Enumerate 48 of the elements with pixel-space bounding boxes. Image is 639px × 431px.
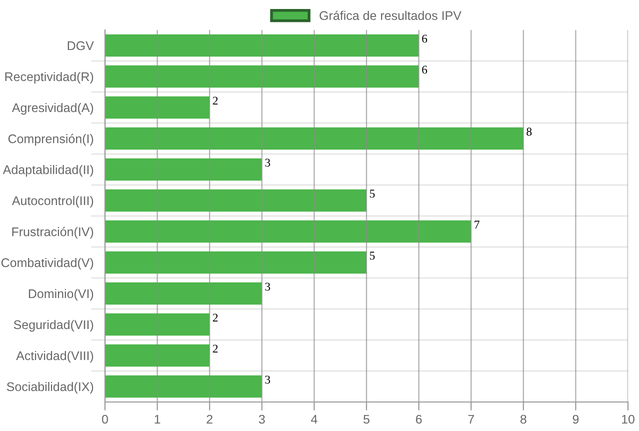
data-label: 3 <box>265 282 270 291</box>
data-label: 6 <box>422 34 428 43</box>
x-tick-label: 6 <box>416 414 422 424</box>
data-label: 3 <box>265 376 270 384</box>
bar <box>105 96 210 119</box>
y-tick-label: Actividad(VIII) <box>16 350 94 363</box>
data-label: 8 <box>526 128 532 136</box>
bar <box>105 251 366 274</box>
y-tick-label: Agresividad(A) <box>12 102 94 115</box>
legend-label: Gráfica de resultados IPV <box>320 10 462 20</box>
bar <box>105 65 419 88</box>
bar <box>105 34 419 57</box>
bar <box>105 189 366 212</box>
x-tick-label: 0 <box>102 414 108 424</box>
y-tick-label: Sociabilidad(IX) <box>6 382 94 394</box>
y-tick-label: Combatividad(V) <box>1 258 94 270</box>
data-label: 5 <box>370 252 375 260</box>
y-tick-label: Dominio(VI) <box>28 288 94 301</box>
bar <box>105 127 524 150</box>
data-label: 5 <box>370 190 375 198</box>
x-tick-label: 4 <box>311 414 318 424</box>
x-tick-label: 8 <box>520 414 526 424</box>
y-tick-label: Comprensión(I) <box>8 134 94 146</box>
y-tick-label: Seguridad(VII) <box>14 320 94 332</box>
bar <box>105 158 262 181</box>
bar <box>105 375 262 398</box>
data-label: 6 <box>422 66 428 74</box>
y-tick-label: Receptividad(R) <box>5 72 94 84</box>
x-tick-label: 10 <box>622 414 634 424</box>
x-tick-label: 5 <box>364 414 370 424</box>
bar <box>105 313 210 336</box>
x-tick-label: 7 <box>468 414 474 424</box>
x-tick-label: 3 <box>258 414 265 424</box>
data-label: 2 <box>212 344 218 353</box>
bar <box>105 220 472 243</box>
y-tick-label: Adaptabilidad(II) <box>2 164 94 177</box>
data-label: 3 <box>265 158 270 167</box>
bar <box>105 282 262 305</box>
data-label: 7 <box>474 220 480 229</box>
y-tick-label: Frustración(IV) <box>12 226 94 239</box>
x-tick-label: 9 <box>572 414 579 424</box>
data-label: 2 <box>212 314 218 322</box>
y-tick-label: Autocontrol(III) <box>12 196 94 208</box>
x-tick-label: 2 <box>206 414 212 424</box>
bar <box>105 344 210 367</box>
data-label: 2 <box>212 96 218 105</box>
x-tick-label: 1 <box>154 414 160 424</box>
y-tick-label: DGV <box>68 41 94 50</box>
